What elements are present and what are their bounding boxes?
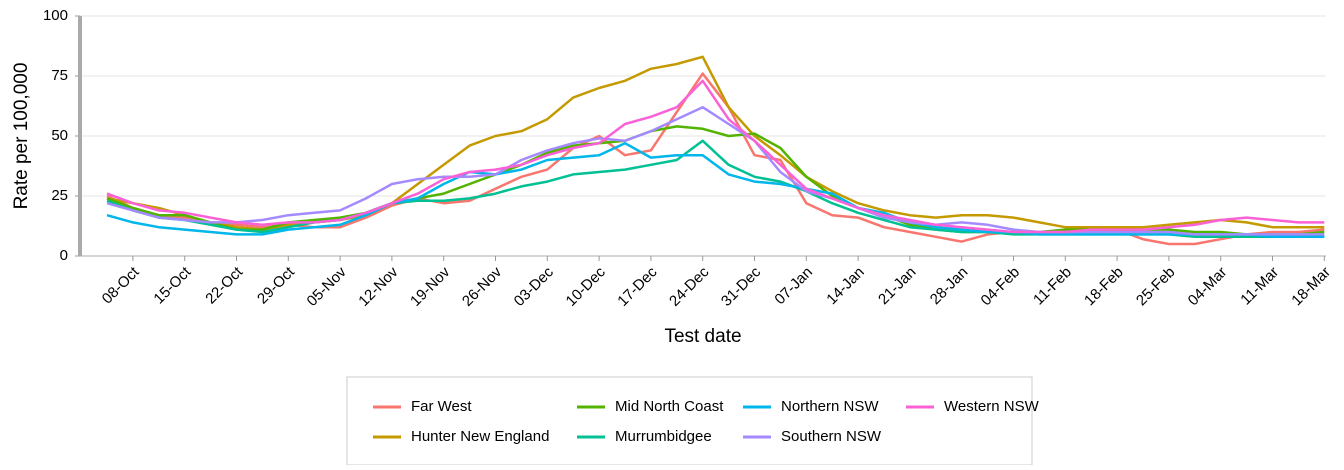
y-tick-label: 0: [60, 247, 68, 264]
y-tick-label: 75: [51, 67, 68, 84]
x-tick-label: 11-Feb: [1030, 264, 1075, 309]
x-tick-label: 31-Dec: [718, 263, 765, 310]
x-tick-label: 28-Jan: [927, 264, 971, 308]
x-tick-label: 12-Nov: [355, 263, 402, 310]
x-tick-label: 15-Oct: [150, 263, 194, 307]
x-tick-label: 08-Oct: [99, 263, 143, 307]
x-tick-label: 10-Dec: [563, 263, 610, 310]
x-tick-label: 14-Jan: [823, 264, 867, 308]
x-axis-title: Test date: [664, 326, 741, 347]
x-tick-label: 24-Dec: [666, 263, 713, 310]
x-tick-label: 21-Jan: [875, 264, 919, 308]
y-tick-label: 25: [51, 187, 68, 204]
x-tick-label: 19-Nov: [407, 263, 454, 310]
x-tick-label: 25-Feb: [1133, 264, 1179, 310]
legend-label: Mid North Coast: [615, 398, 724, 415]
legend-label: Far West: [411, 398, 472, 415]
legend-label: Western NSW: [944, 398, 1040, 415]
y-tick-label: 50: [51, 127, 68, 144]
x-tick-label: 04-Feb: [978, 264, 1024, 310]
x-tick-label: 05-Nov: [304, 263, 351, 310]
x-tick-label: 26-Nov: [459, 263, 506, 310]
legend-label: Hunter New England: [411, 428, 549, 445]
series-line: [106, 125, 1325, 236]
series-line: [106, 79, 1325, 234]
x-tick-label: 17-Dec: [614, 263, 661, 310]
x-tick-label: 18-Mar: [1288, 264, 1334, 310]
x-tick-label: 18-Feb: [1081, 264, 1127, 310]
x-tick-label: 07-Jan: [771, 264, 815, 308]
y-axis-title: Rate per 100,000: [11, 63, 32, 210]
x-tick-label: 03-Dec: [511, 263, 558, 310]
x-tick-label: 29-Oct: [254, 263, 298, 307]
legend-label: Southern NSW: [781, 428, 882, 445]
y-tick-label: 100: [43, 7, 68, 24]
series-line: [106, 105, 1325, 236]
legend-box: [346, 376, 1033, 466]
x-tick-label: 04-Mar: [1185, 264, 1231, 310]
series-line: [106, 141, 1325, 239]
legend-label: Murrumbidgee: [615, 428, 712, 445]
legend-label: Northern NSW: [781, 398, 879, 415]
series-line: [106, 55, 1325, 231]
x-tick-label: 11-Mar: [1237, 264, 1282, 309]
x-tick-label: 22-Oct: [202, 263, 246, 307]
